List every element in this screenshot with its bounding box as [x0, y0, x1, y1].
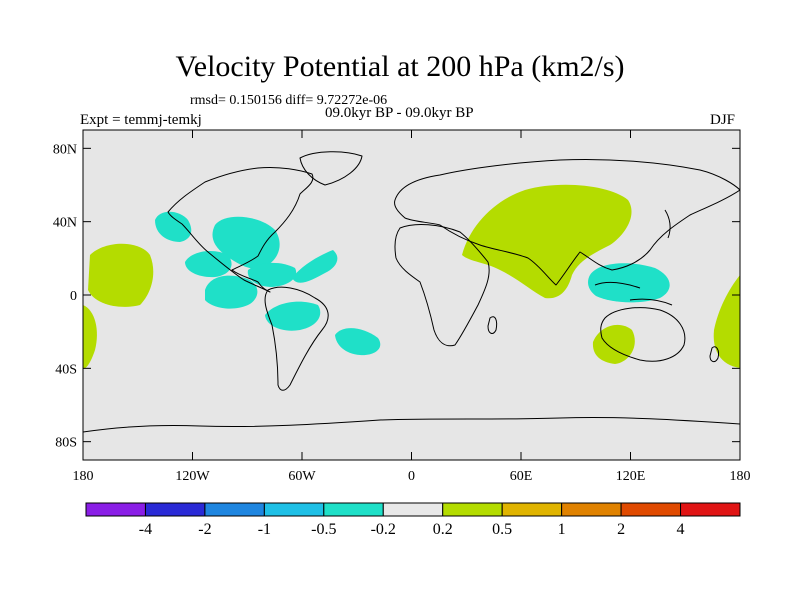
plot-title: Velocity Potential at 200 hPa (km2/s) — [175, 50, 625, 83]
lon-tick-label: 60W — [288, 469, 316, 484]
coastline-north-america — [167, 167, 314, 293]
lat-tick-label: 40S — [55, 362, 77, 377]
coastline-africa — [394, 224, 490, 347]
coastline-eurasia — [394, 158, 740, 286]
coastlines — [83, 151, 740, 433]
colorbar-label: -0.2 — [371, 521, 396, 538]
colorbar-label: 0.5 — [492, 521, 512, 538]
anomaly-patch — [247, 262, 297, 287]
colorbar-label: -4 — [139, 521, 152, 538]
colorbar-swatch — [204, 502, 265, 517]
colorbar-swatch — [263, 502, 325, 517]
colorbar-swatch — [561, 502, 622, 517]
anomaly-patch — [292, 250, 338, 283]
period-label: 09.0kyr BP - 09.0kyr BP — [325, 105, 474, 121]
anomaly-patch — [205, 275, 258, 309]
anomaly-patch — [212, 216, 280, 269]
experiment-label: Expt = temmj-temkj — [80, 112, 202, 128]
coastline-madagascar — [487, 316, 498, 334]
colorbar-swatch — [382, 502, 444, 517]
coastline-new-zealand — [709, 346, 719, 363]
colorbar-swatch — [501, 502, 563, 517]
coastline-indonesia — [594, 281, 673, 306]
lat-tick-label: 0 — [70, 289, 77, 304]
lat-tick-label: 80S — [55, 436, 77, 451]
lat-tick-label: 80N — [53, 142, 77, 157]
anomaly-patch — [713, 275, 740, 368]
lon-tick-label: 180 — [730, 469, 751, 484]
stats-line: rmsd= 0.150156 diff= 9.72272e-06 — [190, 93, 388, 108]
colorbar-label: -2 — [198, 521, 211, 538]
season-label: DJF — [710, 112, 736, 128]
colorbar-swatch — [620, 502, 682, 517]
anomaly-patch — [588, 263, 670, 303]
negative-anomaly-regions — [155, 211, 670, 356]
anomaly-patch — [88, 243, 154, 307]
coastline-japan — [664, 209, 671, 239]
anomaly-patch — [83, 305, 97, 369]
colorbar-swatch — [323, 502, 384, 517]
colorbar-label: 1 — [558, 521, 566, 538]
anomaly-patch — [335, 328, 381, 356]
colorbar: -4 -2 -1 -0.5 -0.2 0.2 0.5 1 2 4 — [85, 502, 741, 538]
anomaly-patch — [185, 250, 232, 278]
coastline-antarctica — [83, 416, 740, 433]
latitude-axis: 80N 40N 0 40S 80S — [53, 142, 740, 451]
lon-tick-label: 120W — [175, 469, 210, 484]
longitude-axis: 180 120W 60W 0 60E 120E 180 — [73, 130, 751, 484]
lon-tick-label: 60E — [510, 469, 533, 484]
lon-tick-label: 120E — [616, 469, 646, 484]
colorbar-label: -0.5 — [311, 521, 336, 538]
coastline-greenland — [299, 151, 363, 186]
anomaly-patch — [155, 211, 192, 242]
anomaly-patch — [265, 301, 321, 331]
colorbar-label: -1 — [258, 521, 271, 538]
colorbar-swatch — [680, 502, 741, 517]
colorbar-swatch — [144, 502, 206, 517]
colorbar-label: 0.2 — [433, 521, 453, 538]
positive-anomaly-regions — [83, 184, 740, 369]
lat-tick-label: 40N — [53, 216, 77, 231]
lon-tick-label: 0 — [408, 469, 415, 484]
colorbar-label: 2 — [617, 521, 625, 538]
colorbar-swatch — [85, 502, 146, 517]
anomaly-patch — [462, 184, 632, 299]
colorbar-label: 4 — [677, 521, 685, 538]
lon-tick-label: 180 — [73, 469, 94, 484]
colorbar-swatch — [442, 502, 503, 517]
coastline-australia — [600, 307, 686, 362]
coastline-south-america — [264, 286, 329, 391]
